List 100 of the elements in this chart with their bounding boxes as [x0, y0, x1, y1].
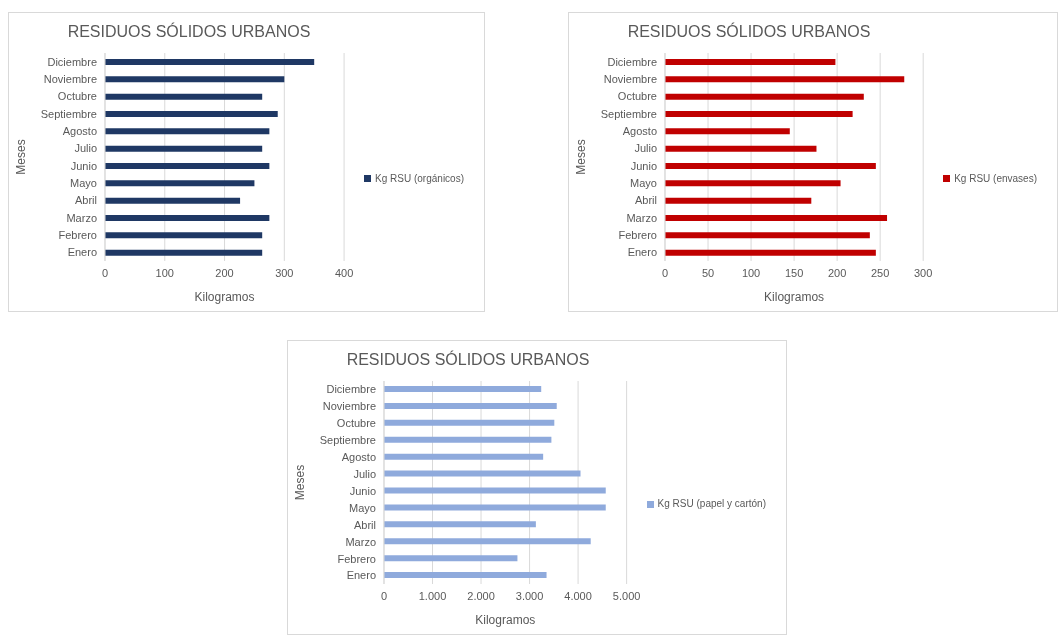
bar: [384, 521, 536, 528]
bar: [105, 128, 270, 135]
y-tick-label: Marzo: [66, 211, 97, 224]
bar: [384, 538, 591, 545]
y-tick-label: Agosto: [622, 124, 657, 137]
x-tick-label: 0: [101, 266, 109, 279]
bar: [384, 487, 606, 494]
y-tick-label: Septiembre: [319, 434, 376, 447]
y-tick-label: Abril: [74, 194, 97, 207]
bar: [105, 180, 255, 187]
y-tick-label: Febrero: [337, 552, 376, 565]
y-tick-label: Mayo: [349, 501, 376, 514]
y-tick-label: Octubre: [57, 90, 97, 103]
bar: [665, 93, 864, 100]
bar: [105, 76, 285, 83]
x-axis-title: Kilogramos: [764, 290, 825, 304]
x-tick-label: 150: [784, 266, 804, 279]
legend-label: Kg RSU (orgánicos): [375, 172, 464, 184]
y-axis-title: Meses: [574, 139, 589, 175]
y-tick-label: Abril: [634, 194, 657, 207]
y-tick-label: Septiembre: [40, 107, 97, 120]
bar: [665, 145, 817, 152]
y-tick-label: Enero: [627, 246, 657, 259]
y-tick-label: Mayo: [70, 176, 97, 189]
bar: [384, 470, 581, 477]
y-tick-label: Diciembre: [326, 383, 376, 396]
bar: [384, 453, 544, 460]
y-tick-label: Junio: [70, 159, 97, 172]
bar: [105, 215, 270, 221]
y-tick-label: Noviembre: [322, 400, 376, 413]
y-axis-title: Meses: [293, 464, 308, 501]
bar: [105, 249, 263, 256]
bar: [384, 386, 542, 392]
bar: [384, 572, 547, 579]
y-tick-label: Marzo: [345, 535, 376, 548]
bar: [384, 419, 555, 426]
y-tick-label: Junio: [349, 484, 376, 497]
y-tick-label: Octubre: [617, 90, 657, 103]
x-axis-title: Kilogramos: [194, 290, 255, 304]
y-tick-label: Junio: [630, 159, 657, 172]
bar: [665, 215, 888, 221]
bar: [665, 163, 876, 169]
x-tick-label: 2.000: [467, 589, 495, 602]
bar: [665, 128, 790, 135]
bar: [384, 436, 552, 443]
y-tick-label: Febrero: [58, 228, 97, 241]
bar: [105, 232, 263, 239]
y-tick-label: Noviembre: [43, 72, 97, 85]
x-tick-label: 200: [215, 266, 234, 279]
y-tick-label: Abril: [353, 518, 376, 531]
bar: [384, 504, 606, 511]
x-tick-label: 50: [701, 266, 715, 279]
bar: [665, 197, 812, 204]
bar: [665, 249, 876, 256]
y-tick-label: Marzo: [626, 211, 657, 224]
bar: [665, 232, 870, 239]
y-tick-label: Julio: [634, 142, 657, 155]
y-tick-label: Diciembre: [47, 55, 97, 68]
x-tick-label: 100: [155, 266, 174, 279]
x-tick-label: 300: [914, 266, 933, 279]
bar: [665, 180, 841, 187]
y-tick-label: Noviembre: [603, 72, 657, 85]
y-tick-label: Enero: [346, 569, 376, 582]
y-tick-label: Enero: [67, 246, 97, 259]
y-tick-label: Julio: [74, 142, 97, 155]
x-tick-label: 200: [827, 266, 847, 279]
y-tick-label: Febrero: [618, 228, 657, 241]
x-tick-label: 0: [661, 266, 669, 279]
x-tick-label: 300: [275, 266, 294, 279]
bar: [384, 555, 518, 562]
y-tick-label: Diciembre: [607, 55, 657, 68]
chart-title: RESIDUOS SÓLIDOS URBANOS: [66, 23, 312, 42]
bar: [665, 111, 853, 117]
x-tick-label: 5.000: [612, 589, 641, 602]
x-tick-label: 4.000: [564, 589, 592, 602]
legend-label: Kg RSU (papel y cartón): [657, 498, 766, 509]
x-tick-label: 0: [380, 589, 388, 602]
y-axis-title: Meses: [14, 139, 29, 175]
x-tick-label: 1.000: [418, 589, 447, 602]
bar: [105, 197, 241, 204]
x-tick-label: 400: [334, 266, 354, 279]
chart-title: RESIDUOS SÓLIDOS URBANOS: [345, 351, 591, 370]
y-tick-label: Julio: [353, 467, 376, 480]
bar: [105, 93, 263, 100]
bar: [105, 59, 315, 65]
x-tick-label: 250: [870, 266, 890, 279]
bar: [105, 163, 270, 169]
x-tick-label: 100: [741, 266, 761, 279]
x-tick-label: 3.000: [515, 589, 544, 602]
y-tick-label: Agosto: [341, 451, 376, 464]
chart-title: RESIDUOS SÓLIDOS URBANOS: [626, 23, 872, 42]
bar: [665, 76, 905, 83]
y-tick-label: Octubre: [336, 417, 376, 430]
y-tick-label: Agosto: [62, 124, 97, 137]
x-axis-title: Kilogramos: [475, 613, 536, 627]
bar: [105, 145, 263, 152]
y-tick-label: Septiembre: [600, 107, 657, 120]
bar: [105, 111, 278, 117]
legend-label: Kg RSU (envases): [954, 172, 1037, 184]
bar: [384, 402, 557, 409]
